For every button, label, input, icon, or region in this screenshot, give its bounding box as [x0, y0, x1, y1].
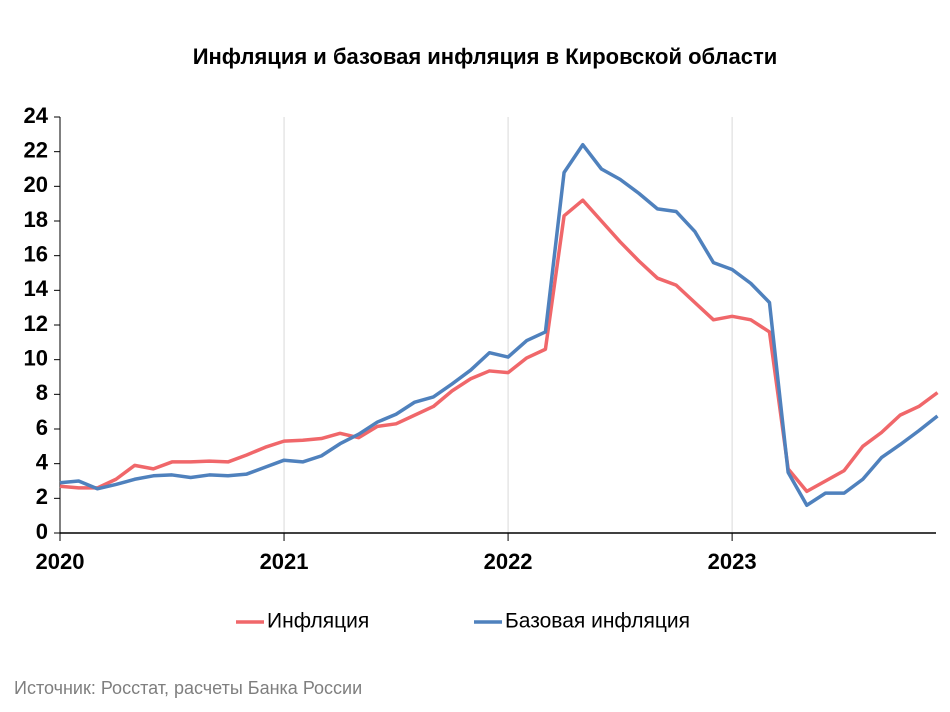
y-tick-label: 0 — [36, 519, 48, 544]
legend-label: Базовая инфляция — [505, 610, 690, 633]
chart-title: Инфляция и базовая инфляция в Кировской … — [193, 44, 778, 69]
y-tick-label: 4 — [36, 449, 49, 474]
y-tick-label: 6 — [36, 415, 48, 440]
y-tick-label: 14 — [24, 276, 49, 301]
series-line — [59, 142, 939, 508]
x-tick-label: 2022 — [484, 549, 533, 574]
y-tick-label: 8 — [36, 380, 48, 405]
x-tick-label: 2020 — [36, 549, 85, 574]
y-tick-label: 16 — [24, 241, 48, 266]
y-tick-label: 18 — [24, 207, 48, 232]
series-line — [59, 198, 939, 494]
x-tick-label: 2023 — [708, 549, 757, 574]
x-tick-label: 2021 — [260, 549, 309, 574]
y-tick-label: 22 — [24, 137, 48, 162]
y-tick-label: 12 — [24, 311, 48, 336]
y-tick-label: 10 — [24, 345, 48, 370]
y-tick-label: 2 — [36, 484, 48, 509]
source-note: Источник: Росстат, расчеты Банка России — [14, 678, 362, 698]
y-tick-label: 24 — [24, 103, 49, 128]
y-tick-label: 20 — [24, 172, 48, 197]
legend-label: Инфляция — [267, 610, 369, 633]
